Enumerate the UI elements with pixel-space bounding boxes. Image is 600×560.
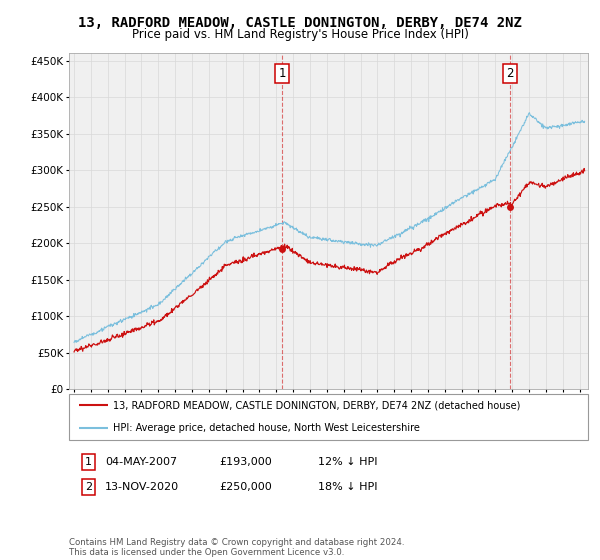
Text: 2: 2 (85, 482, 92, 492)
Text: 12% ↓ HPI: 12% ↓ HPI (318, 457, 377, 467)
Text: 13-NOV-2020: 13-NOV-2020 (105, 482, 179, 492)
FancyBboxPatch shape (69, 394, 588, 440)
Text: Price paid vs. HM Land Registry's House Price Index (HPI): Price paid vs. HM Land Registry's House … (131, 28, 469, 41)
Text: HPI: Average price, detached house, North West Leicestershire: HPI: Average price, detached house, Nort… (113, 423, 420, 433)
Text: 18% ↓ HPI: 18% ↓ HPI (318, 482, 377, 492)
Text: Contains HM Land Registry data © Crown copyright and database right 2024.
This d: Contains HM Land Registry data © Crown c… (69, 538, 404, 557)
Text: 04-MAY-2007: 04-MAY-2007 (105, 457, 177, 467)
Text: 13, RADFORD MEADOW, CASTLE DONINGTON, DERBY, DE74 2NZ: 13, RADFORD MEADOW, CASTLE DONINGTON, DE… (78, 16, 522, 30)
Text: 13, RADFORD MEADOW, CASTLE DONINGTON, DERBY, DE74 2NZ (detached house): 13, RADFORD MEADOW, CASTLE DONINGTON, DE… (113, 400, 520, 410)
Text: £193,000: £193,000 (219, 457, 272, 467)
Text: 1: 1 (85, 457, 92, 467)
Text: £250,000: £250,000 (219, 482, 272, 492)
Text: 1: 1 (278, 67, 286, 80)
Text: 2: 2 (506, 67, 514, 80)
